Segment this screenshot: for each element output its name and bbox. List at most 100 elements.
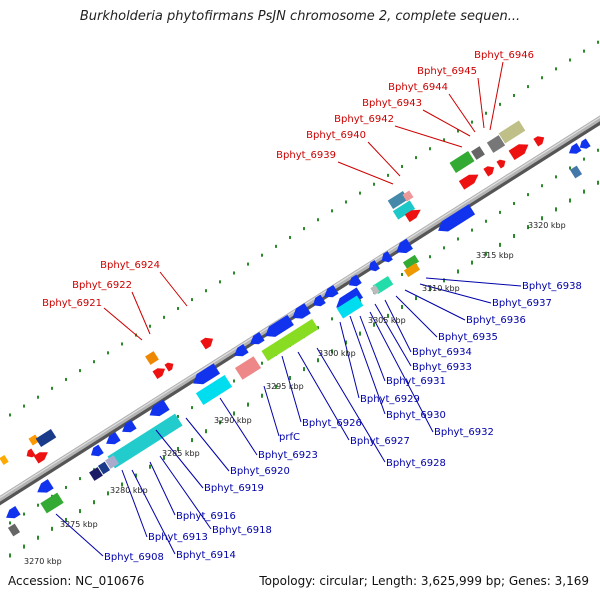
gene-feature[interactable] [379,251,393,265]
tick-mark [387,173,389,177]
gene-feature[interactable] [449,151,475,173]
gene-feature[interactable] [333,287,364,312]
gene-label[interactable]: Bphyt_6945 [417,66,477,77]
gene-feature[interactable] [40,492,64,514]
gene-label[interactable]: Bphyt_6920 [230,466,290,477]
gene-label[interactable]: Bphyt_6937 [492,298,552,309]
gene-label[interactable]: Bphyt_6913 [148,532,208,543]
tick-mark [247,402,249,407]
gene-feature[interactable] [190,363,221,388]
gene-label[interactable]: Bphyt_6935 [438,332,498,343]
gene-feature[interactable] [496,157,507,169]
gene-feature[interactable] [393,238,413,258]
gene-label[interactable]: Bphyt_6936 [466,315,526,326]
gene-label[interactable]: Bphyt_6919 [204,483,264,494]
gene-feature[interactable] [486,135,506,153]
gene-label[interactable]: Bphyt_6908 [104,552,164,563]
gene-label[interactable]: Bphyt_6930 [386,410,446,421]
gene-feature[interactable] [200,335,215,350]
gene-feature[interactable] [370,285,380,295]
gene-label[interactable]: Bphyt_6940 [306,130,366,141]
gene-label[interactable]: Bphyt_6928 [386,458,446,469]
tick-mark [219,280,221,284]
gene-label[interactable]: Bphyt_6923 [258,450,318,461]
gene-label[interactable]: Bphyt_6918 [212,525,272,536]
tick-mark [37,535,39,540]
gene-label[interactable]: Bphyt_6944 [388,82,448,93]
gene-feature[interactable] [0,455,9,465]
gene-label[interactable]: Bphyt_6922 [72,280,132,291]
gene-feature[interactable] [289,303,311,323]
gene-feature[interactable] [146,399,170,421]
gene-feature[interactable] [403,262,421,278]
gene-feature[interactable] [33,448,51,464]
gene-feature[interactable] [234,356,262,380]
gene-feature[interactable] [7,523,21,537]
gene-feature[interactable] [508,140,532,160]
gene-feature[interactable] [402,254,420,270]
gene-feature[interactable] [105,455,119,469]
gene-feature[interactable] [97,461,111,475]
gene-feature[interactable] [471,146,485,160]
gene-feature[interactable] [107,413,183,469]
gene-label[interactable]: Bphyt_6916 [176,511,236,522]
gene-label[interactable]: Bphyt_6946 [474,50,534,61]
gene-feature[interactable] [567,142,582,157]
tick-mark [219,420,221,425]
gene-feature[interactable] [3,506,21,522]
gene-label[interactable]: Bphyt_6924 [100,260,160,271]
gene-feature[interactable] [231,344,249,360]
gene-feature[interactable] [24,448,36,459]
gene-feature[interactable] [404,206,423,223]
gene-label[interactable]: Bphyt_6929 [360,394,420,405]
gene-feature[interactable] [336,295,364,319]
gene-label[interactable]: Bphyt_6914 [176,550,236,561]
leader-line [281,355,302,423]
gene-feature[interactable] [35,428,57,448]
gene-feature[interactable] [392,200,416,220]
gene-feature[interactable] [152,365,168,380]
gene-label[interactable]: Bphyt_6926 [302,418,362,429]
gene-label[interactable]: Bphyt_6931 [386,376,446,387]
kbp-label: 3300 kbp [318,349,356,358]
gene-label[interactable]: Bphyt_6943 [362,98,422,109]
gene-feature[interactable] [402,190,414,202]
gene-feature[interactable] [119,420,137,436]
gene-label[interactable]: Bphyt_6934 [412,347,472,358]
gene-label[interactable]: Bphyt_6921 [42,298,102,309]
gene-feature[interactable] [577,138,591,152]
gene-feature[interactable] [164,360,175,372]
gene-feature[interactable] [88,444,104,460]
gene-feature[interactable] [28,434,40,446]
gene-feature[interactable] [103,432,121,448]
gene-label[interactable]: Bphyt_6938 [522,281,582,292]
tick-mark [415,156,417,160]
gene-feature[interactable] [569,165,583,179]
gene-feature[interactable] [310,294,326,310]
tick-mark [555,67,557,71]
gene-label[interactable]: Bphyt_6942 [334,114,394,125]
gene-feature[interactable] [458,170,481,190]
gene-feature[interactable] [145,351,159,365]
gene-label[interactable]: Bphyt_6927 [350,436,410,447]
kbp-label: 3270 kbp [24,557,62,566]
gene-label[interactable]: Bphyt_6932 [434,427,494,438]
gene-feature[interactable] [321,285,339,301]
gene-feature[interactable] [89,467,103,481]
gene-label[interactable]: prfC [279,432,300,443]
gene-feature[interactable] [346,274,362,290]
gene-feature[interactable] [533,134,546,147]
gene-feature[interactable] [435,204,476,236]
gene-feature[interactable] [261,318,319,362]
gene-label[interactable]: Bphyt_6933 [412,362,472,373]
gene-feature[interactable] [483,164,496,177]
gene-label[interactable]: Bphyt_6939 [276,150,336,161]
gene-feature[interactable] [262,314,294,341]
gene-feature[interactable] [498,120,526,144]
gene-feature[interactable] [366,260,380,274]
gene-feature[interactable] [247,332,265,348]
gene-feature[interactable] [34,479,54,497]
tick-mark [373,322,375,327]
gene-feature[interactable] [195,374,233,406]
